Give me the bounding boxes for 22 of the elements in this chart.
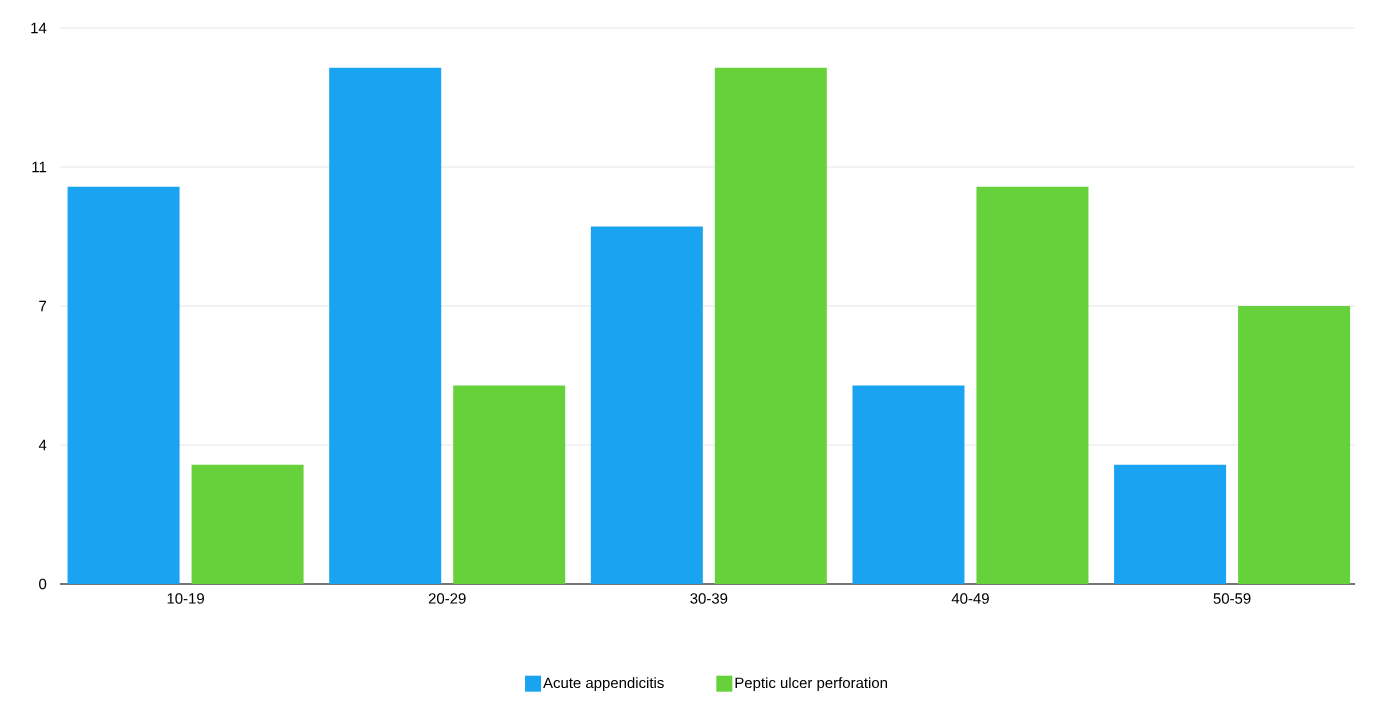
x-tick-label: 40-49 bbox=[951, 593, 989, 604]
x-tick-label: 50-59 bbox=[1213, 593, 1251, 604]
x-tick-label: 20-29 bbox=[428, 593, 466, 604]
y-tick-label: 7 bbox=[39, 300, 47, 312]
legend-label: Acute appendicitis bbox=[543, 677, 664, 692]
bar bbox=[329, 67, 442, 584]
bar bbox=[590, 226, 703, 584]
y-tick-label: 14 bbox=[31, 22, 47, 34]
x-tick-label: 30-39 bbox=[690, 593, 728, 604]
legend-label: Peptic ulcer perforation bbox=[735, 677, 887, 692]
bar bbox=[714, 67, 827, 584]
bar bbox=[976, 186, 1089, 584]
bar bbox=[453, 385, 566, 584]
y-tick-label: 11 bbox=[32, 161, 47, 173]
y-tick-label: 0 bbox=[39, 578, 47, 590]
bar bbox=[852, 385, 965, 584]
bar bbox=[67, 186, 180, 584]
y-tick-label: 4 bbox=[38, 439, 47, 451]
bar bbox=[1238, 306, 1351, 584]
x-tick-label: 10-19 bbox=[167, 593, 204, 604]
bar bbox=[1114, 464, 1227, 584]
bar bbox=[191, 464, 304, 584]
